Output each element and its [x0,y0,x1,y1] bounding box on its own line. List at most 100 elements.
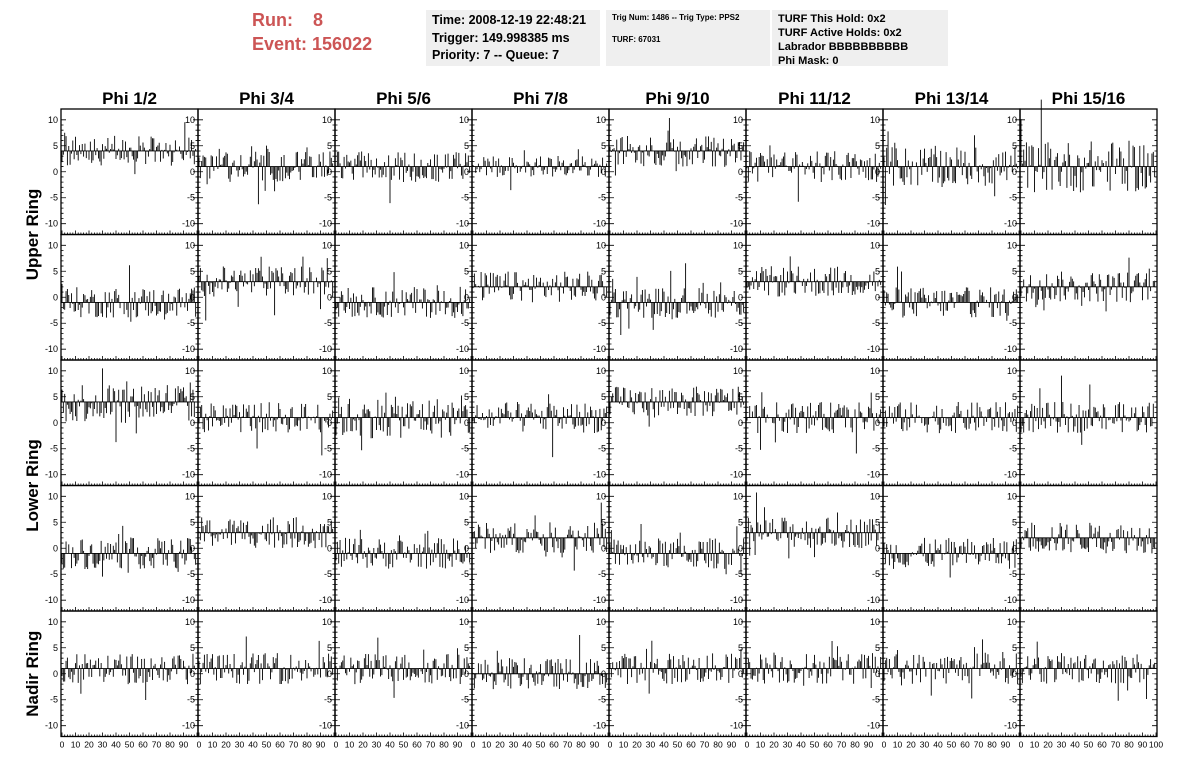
y-tick-label: -5 [598,569,606,579]
y-tick-label: -10 [1004,721,1017,731]
y-tick-label: -5 [598,193,606,203]
y-tick-label: -5 [324,193,332,203]
y-tick-label: 0 [327,669,332,679]
x-tick-label: 30 [1057,740,1067,750]
y-tick-label: -10 [456,219,469,229]
x-tick-label: 50 [947,740,957,750]
y-tick-label: -10 [319,721,332,731]
y-tick-label: 10 [596,491,606,501]
y-tick-label: -5 [50,695,58,705]
y-tick-label: 0 [1012,167,1017,177]
y-tick-label: -10 [730,470,743,480]
y-tick-label: 10 [48,240,58,250]
x-tick-label: 30 [783,740,793,750]
y-tick-label: 5 [1012,266,1017,276]
y-tick-label: 0 [738,167,743,177]
y-tick-label: 5 [464,643,469,653]
x-tick-label: 60 [686,740,696,750]
x-tick-label: 60 [1097,740,1107,750]
panel-frame [608,233,747,361]
y-tick-label: 10 [322,617,332,627]
y-tick-label: 10 [1007,240,1017,250]
waveform-trace [335,392,471,451]
panel-frame [745,610,884,738]
waveform-trace [472,149,608,191]
y-tick-label: 10 [870,115,880,125]
x-tick-label: 20 [221,740,231,750]
x-tick-label: 80 [987,740,997,750]
x-tick-label: 70 [426,740,436,750]
y-tick-label: 10 [48,617,58,627]
x-tick-label: 60 [275,740,285,750]
panel-ticks [472,244,609,360]
y-tick-label: 0 [53,418,58,428]
waveform-trace [198,145,334,205]
y-tick-label: 10 [870,366,880,376]
panel-ticks [883,119,1020,235]
panel-frame [882,108,1021,236]
y-tick-label: -5 [735,569,743,579]
y-tick-label: 10 [322,491,332,501]
panel-ticks [61,119,198,235]
y-tick-label: -10 [867,721,880,731]
y-tick-label: 5 [190,141,195,151]
waveform-trace [609,524,745,575]
y-tick-label: -10 [456,595,469,605]
panel-ticks [609,370,746,486]
y-tick-label: 0 [738,669,743,679]
y-tick-label: 10 [459,366,469,376]
y-tick-label: 0 [1012,418,1017,428]
x-tick-label: 90 [1138,740,1148,750]
x-tick-label: 50 [673,740,683,750]
y-tick-label: -10 [182,219,195,229]
waveform-trace [609,640,745,694]
y-tick-label: 0 [190,543,195,553]
x-tick-label: 30 [920,740,930,750]
waveform-trace [335,529,471,569]
y-tick-label: 5 [53,517,58,527]
y-tick-label: 10 [733,240,743,250]
y-tick-label: 10 [185,491,195,501]
x-tick-label: 10 [482,740,492,750]
x-tick-label: 50 [399,740,409,750]
y-tick-label: 0 [738,543,743,553]
panel-ticks [198,244,335,360]
y-tick-label: 10 [185,617,195,627]
x-tick-label: 90 [864,740,874,750]
y-tick-label: 0 [464,292,469,302]
y-tick-label: 5 [875,517,880,527]
y-tick-label: 5 [1012,517,1017,527]
y-tick-label: -5 [324,444,332,454]
panel-ticks [609,119,746,235]
y-tick-label: 0 [875,543,880,553]
y-tick-label: 5 [53,266,58,276]
run-event-box: Run: 8 Event: 156022 [252,8,417,64]
x-tick-label: 70 [152,740,162,750]
panel-frame [334,233,473,361]
y-tick-label: 10 [733,366,743,376]
x-tick-label: 40 [796,740,806,750]
turf-line: TURF: 67031 [612,35,661,44]
y-tick-label: 10 [48,366,58,376]
y-tick-label: -10 [45,721,58,731]
y-tick-label: 0 [875,292,880,302]
turf-active-holds-line: TURF Active Holds: 0x2 [778,27,902,39]
y-tick-label: 0 [190,292,195,302]
y-tick-label: -5 [187,318,195,328]
priority-line: Priority: 7 -- Queue: 7 [432,48,560,62]
x-tick-label: 30 [98,740,108,750]
turf-info-box: TURF This Hold: 0x2 TURF Active Holds: 0… [772,10,948,67]
waveform-trace [1020,641,1156,701]
y-tick-label: -10 [1004,595,1017,605]
x-tick-label: 90 [316,740,326,750]
y-tick-label: 0 [190,418,195,428]
panel-frame [471,484,610,612]
y-tick-label: 0 [1012,669,1017,679]
y-tick-label: -10 [182,595,195,605]
y-tick-label: 5 [190,266,195,276]
x-tick-label: 60 [412,740,422,750]
y-tick-label: -10 [730,219,743,229]
x-tick-label: 40 [659,740,669,750]
waveform-trace [1020,99,1156,193]
panel-ticks [1020,119,1157,235]
